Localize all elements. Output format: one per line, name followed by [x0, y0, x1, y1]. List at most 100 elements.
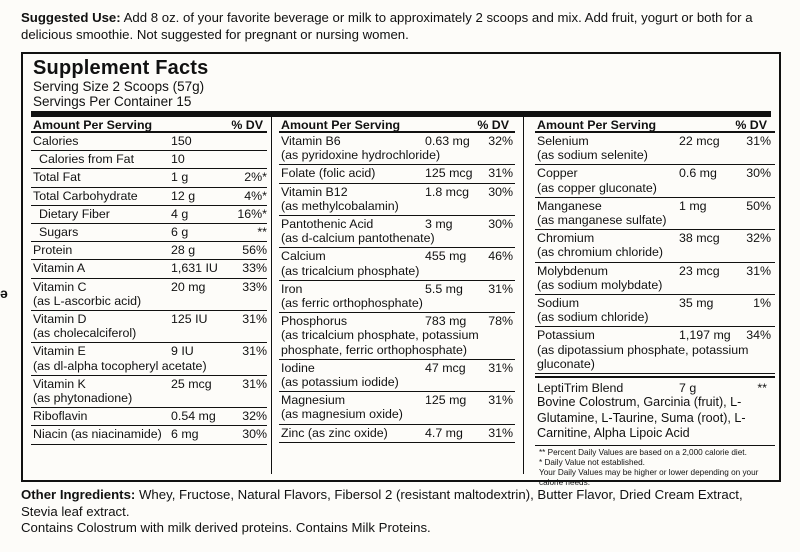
- nutrient-daily-value: 31%: [488, 393, 513, 408]
- nutrient-amount: 150: [171, 134, 192, 148]
- nutrient-row: Potassium (as dipotassium phosphate, pota…: [535, 327, 775, 375]
- nutrient-row: Vitamin E (as dl-alpha tocopheryl acetate…: [31, 343, 267, 376]
- blend-name: LeptiTrim Blend: [537, 381, 624, 396]
- nutrient-name: Vitamin C: [33, 279, 87, 294]
- facts-column-3: Amount Per Serving% DV Selenium (as sodium…: [535, 117, 775, 487]
- footnote-line: * Daily Value not established.: [539, 457, 645, 467]
- nutrient-amount: 35 mg: [679, 296, 714, 311]
- nutrient-amount: 125 IU: [171, 312, 208, 327]
- nutrient-row: Zinc (as zinc oxide) 4.7 mg 31%: [279, 425, 515, 443]
- nutrient-source: (as dipotassium phosphate, potassium glu…: [537, 342, 749, 371]
- nutrient-daily-value: 31%: [242, 344, 267, 359]
- nutrient-daily-value: 32%: [488, 134, 513, 148]
- nutrient-row: Vitamin B6 (as pyridoxine hydrochloride) 0…: [279, 133, 515, 166]
- nutrient-row: Total Carbohydrate 12 g 4%*: [31, 188, 267, 206]
- nutrient-daily-value: 31%: [488, 360, 513, 375]
- header-daily-value: % DV: [735, 118, 767, 132]
- header-daily-value: % DV: [477, 118, 509, 132]
- nutrient-name: Calcium: [281, 249, 326, 264]
- nutrient-name: Zinc (as zinc oxide): [281, 425, 388, 440]
- nutrient-daily-value: 16%*: [237, 206, 267, 221]
- nutrient-name: Pantothenic Acid: [281, 217, 374, 232]
- nutrient-row: Vitamin B12 (as methylcobalamin) 1.8 mcg 30…: [279, 184, 515, 217]
- nutrient-row: Folate (folic acid) 125 mcg 31%: [279, 165, 515, 184]
- nutrient-amount: 25 mcg: [171, 376, 212, 391]
- nutrient-daily-value: 56%: [242, 243, 267, 258]
- nutrient-name: Molybdenum: [537, 263, 608, 278]
- nutrient-row: Iron (as ferric orthophosphate) 5.5 mg 31%: [279, 281, 515, 314]
- nutrient-row: Phosphorus (as tricalcium phosphate, pota…: [279, 313, 515, 360]
- nutrient-amount: 10: [171, 152, 185, 167]
- nutrient-name: Chromium: [537, 231, 595, 246]
- nutrient-row: Pantothenic Acid (as d-calcium pantothena…: [279, 216, 515, 249]
- footnotes: ** Percent Daily Values are based on a 2…: [535, 446, 775, 488]
- nutrient-row: Dietary Fiber 4 g 16%*: [31, 206, 267, 225]
- nutrient-source: (as tricalcium phosphate): [281, 263, 420, 278]
- other-ingredients: Other Ingredients: Whey, Fructose, Natur…: [21, 487, 781, 537]
- nutrient-amount: 12 g: [171, 188, 196, 203]
- other-ingredients-label: Other Ingredients:: [21, 487, 136, 502]
- nutrient-daily-value: 31%: [488, 425, 513, 440]
- nutrient-source: (as potassium iodide): [281, 375, 399, 390]
- nutrient-daily-value: 78%: [488, 314, 513, 329]
- nutrient-source: (as chromium chloride): [537, 245, 664, 260]
- servings-per-container: Servings Per Container 15: [33, 93, 192, 109]
- column-header: Amount Per Serving % DV: [31, 117, 267, 133]
- suggested-use-label: Suggested Use:: [21, 10, 121, 25]
- nutrient-amount: 28 g: [171, 243, 196, 258]
- nutrient-name: Selenium: [537, 134, 589, 148]
- nutrient-name: Vitamin K: [33, 376, 86, 391]
- nutrient-name: Total Carbohydrate: [33, 188, 138, 203]
- nutrient-daily-value: 32%: [746, 231, 771, 246]
- nutrient-source: (as methylcobalamin): [281, 198, 399, 213]
- nutrient-amount: 9 IU: [171, 344, 194, 359]
- nutrient-amount: 4.7 mg: [425, 425, 463, 440]
- header-amount-per-serving: Amount Per Serving: [281, 118, 401, 132]
- nutrient-amount: 38 mcg: [679, 231, 720, 246]
- nutrient-name: Phosphorus: [281, 314, 348, 329]
- nutrient-source: (as tricalcium phosphate, potassium phos…: [281, 328, 479, 357]
- nutrient-name: Folate (folic acid): [281, 166, 376, 181]
- nutrient-daily-value: 30%: [242, 427, 267, 442]
- nutrient-amount: 1,197 mg: [679, 328, 731, 343]
- nutrient-row: Total Fat 1 g 2%*: [31, 169, 267, 188]
- nutrient-source: (as dl-alpha tocopheryl acetate): [33, 358, 207, 373]
- nutrient-source: (as sodium molybdate): [537, 277, 663, 292]
- nutrient-row: Vitamin K (as phytonadione) 25 mcg 31%: [31, 376, 267, 409]
- nutrient-amount: 1.8 mcg: [425, 184, 470, 199]
- nutrient-name: Riboflavin: [33, 409, 88, 424]
- nutrient-name: Calories: [33, 134, 79, 148]
- nutrient-source: (as magnesium oxide): [281, 407, 403, 422]
- nutrient-row: Calories 150: [31, 133, 267, 152]
- nutrient-daily-value: 1%: [753, 296, 771, 311]
- nutrient-daily-value: 33%: [242, 261, 267, 276]
- nutrient-name: Vitamin D: [33, 312, 87, 327]
- nutrient-amount: 3 mg: [425, 217, 453, 232]
- nutrient-amount: 455 mg: [425, 249, 467, 264]
- nutrient-amount: 783 mg: [425, 314, 467, 329]
- nutrient-daily-value: 30%: [488, 184, 513, 199]
- nutrient-row: Selenium (as sodium selenite) 22 mcg 31%: [535, 133, 775, 166]
- nutrient-name: Manganese: [537, 198, 602, 213]
- nutrient-name: Iodine: [281, 360, 315, 375]
- nutrient-source: (as cholecalciferol): [33, 326, 137, 341]
- suggested-use: Suggested Use: Add 8 oz. of your favorit…: [21, 10, 781, 43]
- nutrient-row: Sodium (as sodium chloride) 35 mg 1%: [535, 295, 775, 328]
- nutrient-amount: 6 mg: [171, 427, 199, 442]
- nutrient-daily-value: 31%: [488, 166, 513, 181]
- nutrient-amount: 0.63 mg: [425, 134, 470, 148]
- nutrient-row: Sugars 6 g **: [31, 224, 267, 243]
- nutrient-daily-value: 31%: [746, 263, 771, 278]
- nutrient-row: Manganese (as manganese sulfate) 1 mg 50%: [535, 198, 775, 231]
- blend-daily-value: **: [757, 381, 767, 396]
- nutrient-daily-value: **: [257, 225, 267, 240]
- blend-amount: 7 g: [679, 381, 697, 396]
- nutrient-source: (as pyridoxine hydrochloride): [281, 148, 441, 163]
- nutrient-row: Magnesium (as magnesium oxide) 125 mg 31%: [279, 392, 515, 425]
- column-divider: [271, 117, 272, 474]
- nutrient-name: Potassium: [537, 328, 595, 343]
- nutrient-row: Vitamin C (as L-ascorbic acid) 20 mg 33%: [31, 279, 267, 312]
- facts-column-1: Amount Per Serving% DV Calories 150 Calorie…: [31, 117, 267, 474]
- nutrient-name: Sugars: [39, 225, 79, 240]
- nutrient-name: Calories from Fat: [39, 152, 135, 167]
